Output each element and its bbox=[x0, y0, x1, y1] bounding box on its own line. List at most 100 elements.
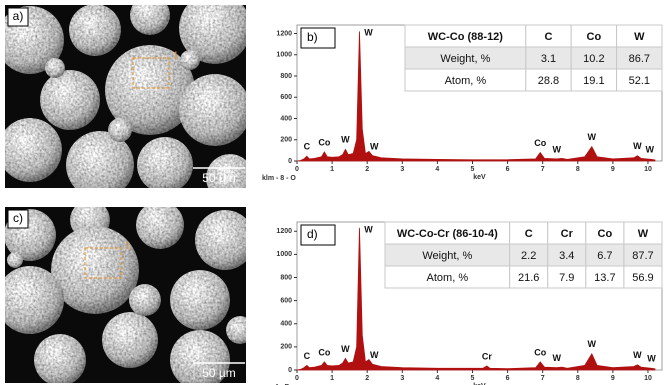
scale-bar-label: 50 µm bbox=[202, 171, 236, 185]
peak-label: W bbox=[645, 145, 654, 155]
x-tick-label: 6 bbox=[506, 166, 510, 173]
x-tick-label: 3 bbox=[400, 375, 404, 382]
peak-label: W bbox=[633, 141, 642, 151]
particle bbox=[136, 201, 184, 249]
y-tick-label: 1200 bbox=[276, 30, 292, 37]
panel-label: b) bbox=[307, 30, 318, 44]
table-value: 21.6 bbox=[518, 272, 539, 284]
x-tick-label: 10 bbox=[644, 375, 652, 382]
peak-label: W bbox=[633, 350, 642, 360]
peak-label: W bbox=[588, 132, 597, 142]
table-header: WC-Co-Cr (86-10-4) bbox=[397, 228, 498, 240]
particle bbox=[34, 334, 86, 385]
table-value: 87.7 bbox=[632, 250, 653, 262]
peak-label: W bbox=[370, 350, 379, 360]
panel-label: a) bbox=[13, 9, 24, 23]
panel-label: d) bbox=[307, 227, 318, 241]
x-tick-label: 3 bbox=[400, 166, 404, 173]
table-value: 7.9 bbox=[559, 272, 574, 284]
y-tick-label: 1000 bbox=[276, 251, 292, 258]
x-tick-label: 5 bbox=[471, 166, 475, 173]
peak-label: Cr bbox=[482, 351, 492, 361]
peak-label: Co bbox=[318, 137, 330, 147]
y-tick-label: 0 bbox=[288, 158, 292, 165]
peak-label: W bbox=[364, 224, 373, 234]
x-tick-label: 9 bbox=[611, 375, 615, 382]
table-value: 86.7 bbox=[629, 53, 650, 65]
x-tick-label: 7 bbox=[541, 375, 545, 382]
particle bbox=[69, 4, 121, 56]
peak-label: W bbox=[341, 135, 350, 145]
particle bbox=[7, 252, 23, 268]
particle bbox=[102, 312, 158, 368]
table-value: 2.2 bbox=[521, 250, 536, 262]
x-tick-label: 1 bbox=[330, 166, 334, 173]
footnote: klm - 8 - O bbox=[262, 175, 296, 182]
peak-label: W bbox=[552, 144, 561, 154]
particle bbox=[51, 226, 139, 314]
y-tick-label: 400 bbox=[280, 115, 292, 122]
peak-label: Co bbox=[534, 347, 546, 357]
particle bbox=[40, 70, 100, 130]
particle bbox=[137, 137, 193, 193]
x-tick-label: 7 bbox=[541, 166, 545, 173]
table-value: 3.1 bbox=[541, 53, 556, 65]
peak-label: C bbox=[304, 351, 311, 361]
table-value: Atom, % bbox=[445, 75, 487, 87]
y-tick-label: 200 bbox=[280, 344, 292, 351]
x-tick-label: 2 bbox=[365, 166, 369, 173]
x-tick-label: 0 bbox=[295, 375, 299, 382]
table-value: 6.7 bbox=[597, 250, 612, 262]
table-value: 52.1 bbox=[629, 75, 650, 87]
sem-image: 1c)50 µm bbox=[0, 200, 255, 385]
x-tick-label: 1 bbox=[330, 375, 334, 382]
y-tick-label: 1200 bbox=[276, 228, 292, 235]
peak-label: W bbox=[364, 27, 373, 37]
particle bbox=[129, 284, 161, 316]
table-value: 3.4 bbox=[559, 250, 574, 262]
table-value: 19.1 bbox=[583, 75, 604, 87]
table-value: 28.8 bbox=[538, 75, 559, 87]
peak-label: W bbox=[341, 344, 350, 354]
table-header: C bbox=[545, 31, 553, 43]
peak-label: W bbox=[370, 141, 379, 151]
peak-label: Co bbox=[534, 138, 546, 148]
table-value: 13.7 bbox=[594, 272, 615, 284]
x-tick-label: 4 bbox=[435, 375, 439, 382]
area-marker: 1 bbox=[173, 51, 179, 62]
table-value: Weight, % bbox=[440, 53, 490, 65]
panel-label: c) bbox=[13, 211, 23, 225]
table-header: W bbox=[634, 31, 645, 43]
peak-label: C bbox=[304, 142, 311, 152]
particle bbox=[180, 50, 200, 70]
x-tick-label: 4 bbox=[435, 166, 439, 173]
x-axis-label: keV bbox=[473, 174, 486, 181]
particle bbox=[108, 118, 132, 142]
y-tick-label: 0 bbox=[288, 367, 292, 374]
particle bbox=[45, 58, 65, 78]
table-header: Cr bbox=[561, 228, 574, 240]
table-header: WC-Co (88-12) bbox=[428, 31, 504, 43]
table-value: Weight, % bbox=[422, 250, 472, 262]
particle bbox=[195, 210, 255, 270]
y-tick-label: 800 bbox=[280, 274, 292, 281]
scale-bar-label: 50 µm bbox=[202, 366, 236, 380]
x-tick-label: 8 bbox=[576, 166, 580, 173]
peak-label: W bbox=[552, 353, 561, 363]
particle bbox=[170, 270, 230, 330]
x-tick-label: 5 bbox=[471, 375, 475, 382]
table-value: 10.2 bbox=[583, 53, 604, 65]
sem-image: 1 a) 50 µm bbox=[0, 0, 254, 202]
table-value: Atom, % bbox=[427, 272, 469, 284]
peak-label: Co bbox=[318, 347, 330, 357]
table-header: Co bbox=[598, 228, 613, 240]
particle bbox=[0, 118, 62, 182]
y-tick-label: 600 bbox=[280, 297, 292, 304]
x-tick-label: 8 bbox=[576, 375, 580, 382]
table-header: C bbox=[525, 228, 533, 240]
table-value: 56.9 bbox=[632, 272, 653, 284]
y-tick-label: 1000 bbox=[276, 52, 292, 59]
x-tick-label: 10 bbox=[644, 166, 652, 173]
table-header: Co bbox=[587, 31, 602, 43]
y-tick-label: 600 bbox=[280, 94, 292, 101]
